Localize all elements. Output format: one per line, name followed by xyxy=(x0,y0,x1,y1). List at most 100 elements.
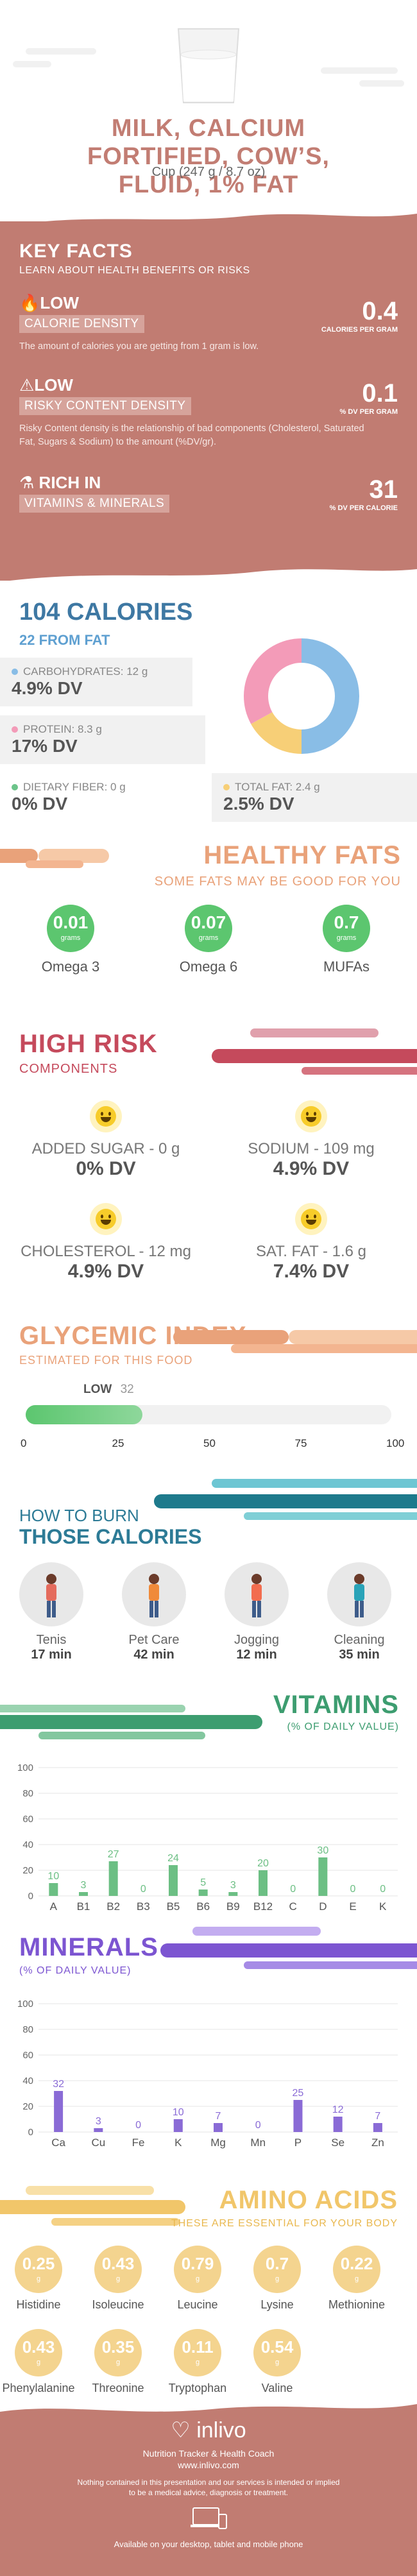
amino-isoleucine: 0.43 g Isoleucine xyxy=(80,2246,157,2312)
brand-url[interactable]: www.inlivo.com xyxy=(178,2460,239,2470)
amino-phenylalanine: 0.43 g Phenylalanine xyxy=(0,2329,77,2395)
wave-divider xyxy=(0,214,417,228)
y-tick-label: 0 xyxy=(28,1891,33,1902)
bar-Mg xyxy=(214,2123,223,2132)
fact-unit-2: % DV PER GRAM xyxy=(339,408,398,416)
vitamins-title: VITAMINS xyxy=(273,1691,399,1719)
risk-sodium: SODIUM - 109 mg 4.9% DV xyxy=(215,1100,407,1180)
bar-value-label: 5 xyxy=(200,1877,206,1888)
bar-Zn xyxy=(373,2123,382,2132)
y-tick-label: 40 xyxy=(22,2076,33,2086)
high-risk-subtitle: COMPONENTS xyxy=(19,1062,118,1076)
x-tick-label: B6 xyxy=(196,1900,210,1913)
x-tick-label: B5 xyxy=(167,1900,180,1913)
bar-B2 xyxy=(108,1861,118,1896)
protein-dv: 17% DV xyxy=(12,736,78,756)
healthy-fats-section: HEALTHY FATS SOME FATS MAY BE GOOD FOR Y… xyxy=(0,824,417,985)
amino-subtitle: THESE ARE ESSENTIAL FOR YOUR BODY xyxy=(171,2218,398,2229)
x-tick-label: Cu xyxy=(91,2137,105,2149)
bar-value-label: 3 xyxy=(230,1880,236,1891)
bar-A xyxy=(49,1883,58,1896)
title-line-3: FLUID, 1% FAT xyxy=(118,171,299,198)
smiley-icon xyxy=(295,1100,327,1132)
amino-acids-section: AMINO ACIDS THESE ARE ESSENTIAL FOR YOUR… xyxy=(0,2172,417,2400)
bar-value-label: 0 xyxy=(290,1884,296,1895)
high-risk-title: HIGH RISK xyxy=(19,1030,158,1058)
glycemic-tick-label: 50 xyxy=(203,1437,216,1449)
bar-value-label: 0 xyxy=(380,1884,386,1895)
bar-value-label: 0 xyxy=(140,1884,146,1895)
bar-value-label: 30 xyxy=(317,1845,328,1856)
bar-value-label: 3 xyxy=(96,2116,101,2127)
key-facts-subtitle: LEARN ABOUT HEALTH BENEFITS OR RISKS xyxy=(19,265,250,276)
smiley-icon xyxy=(90,1100,122,1132)
fat-dv: 2.5% DV xyxy=(223,794,294,814)
high-risk-section: HIGH RISK COMPONENTS ADDED SUGAR - 0 g 0… xyxy=(0,1017,417,1306)
activity-pet-care: Pet Care 42 min xyxy=(115,1562,192,1662)
x-tick-label: B2 xyxy=(106,1900,120,1913)
bar-value-label: 20 xyxy=(257,1858,269,1869)
activity-cleaning: Cleaning 35 min xyxy=(321,1562,398,1662)
x-tick-label: A xyxy=(50,1900,58,1913)
carbs-dot-icon xyxy=(12,669,18,675)
activity-tenis: Tenis 17 min xyxy=(13,1562,90,1662)
serving-size: Cup (247 g / 8.7 oz) xyxy=(151,165,266,179)
smiley-icon xyxy=(295,1203,327,1235)
burn-title-1: HOW TO BURN xyxy=(19,1506,139,1525)
fact-desc-1: The amount of calories you are getting f… xyxy=(19,341,259,352)
glycemic-section: GLYCEMIC INDEX ESTIMATED FOR THIS FOOD L… xyxy=(0,1306,417,1466)
bar-value-label: 24 xyxy=(167,1853,179,1864)
amino-lysine: 0.7 g Lysine xyxy=(239,2246,316,2312)
devices-icon xyxy=(191,2507,227,2529)
healthy-fats-subtitle: SOME FATS MAY BE GOOD FOR YOU xyxy=(154,874,401,889)
vitamins-bar-chart: 0 20 40 60 80 100 10 A 3 B1 27 B2 0 B3 24 B5 5 B6 3 B9 20 B12… xyxy=(17,1762,398,1913)
fact-value-3: 31 xyxy=(369,475,398,504)
disclaimer-line-2: to be a medical advice, diagnosis or tre… xyxy=(128,2488,289,2497)
flask-icon: ⚗ xyxy=(19,473,35,492)
minerals-title: MINERALS xyxy=(19,1933,158,1961)
y-tick-label: 60 xyxy=(22,1814,33,1825)
key-facts-title: KEY FACTS xyxy=(19,241,133,262)
hero-section: MILK, CALCIUM FORTIFIED, COW’S, FLUID, 1… xyxy=(0,0,417,212)
fact-value-2: 0.1 xyxy=(362,379,398,407)
availability-note: Available on your desktop, tablet and mo… xyxy=(114,2539,303,2549)
amino-tryptophan: 0.11 g Tryptophan xyxy=(159,2329,236,2395)
fact-tag-3: VITAMINS & MINERALS xyxy=(19,495,170,513)
amino-title: AMINO ACIDS xyxy=(219,2186,398,2214)
x-tick-label: B9 xyxy=(226,1900,240,1913)
bar-value-label: 10 xyxy=(173,2107,184,2118)
cleaner-icon xyxy=(327,1562,391,1626)
y-tick-label: 40 xyxy=(22,1839,33,1850)
amino-methionine: 0.22 g Methionine xyxy=(318,2246,395,2312)
nutrient-fat: TOTAL FAT: 2.4 g 2.5% DV xyxy=(212,773,417,822)
fact-unit-3: % DV PER CALORIE xyxy=(329,504,398,512)
x-tick-label: K xyxy=(174,2137,182,2149)
x-tick-label: K xyxy=(379,1900,387,1913)
fact-value-1: 0.4 xyxy=(362,297,398,325)
burn-title-2: THOSE CALORIES xyxy=(19,1525,202,1548)
glycemic-readout: LOW 32 xyxy=(83,1383,134,1396)
glycemic-fill xyxy=(26,1405,143,1424)
brand-logo: ♡ inlivo xyxy=(171,2418,246,2443)
fact-badge-3: ⚗ RICH IN xyxy=(19,473,101,492)
bar-value-label: 0 xyxy=(255,2120,261,2131)
bar-value-label: 7 xyxy=(375,2111,380,2122)
y-tick-label: 80 xyxy=(22,2024,33,2035)
nutrient-fiber: DIETARY FIBER: 0 g 0% DV xyxy=(0,773,192,822)
x-tick-label: C xyxy=(289,1900,297,1913)
smiley-icon xyxy=(90,1203,122,1235)
y-tick-label: 60 xyxy=(22,2050,33,2061)
bar-value-label: 25 xyxy=(293,2088,304,2099)
bar-value-label: 7 xyxy=(216,2111,221,2122)
food-title: MILK, CALCIUM FORTIFIED, COW’S, FLUID, 1… xyxy=(0,114,417,199)
x-tick-label: Ca xyxy=(51,2137,65,2149)
glycemic-tick-label: 25 xyxy=(112,1437,124,1449)
fact-badge-2: ⚠LOW xyxy=(19,375,73,395)
protein-dot-icon xyxy=(12,726,18,733)
glycemic-tick-label: 0 xyxy=(21,1437,27,1449)
disclaimer-line-1: Nothing contained in this presentation a… xyxy=(77,2478,340,2487)
healthy-fats-title: HEALTHY FATS xyxy=(203,841,401,869)
fact-badge-1: 🔥LOW xyxy=(19,293,80,312)
bar-value-label: 32 xyxy=(53,2079,64,2090)
risk-sat-fat: SAT. FAT - 1.6 g 7.4% DV xyxy=(215,1203,407,1283)
